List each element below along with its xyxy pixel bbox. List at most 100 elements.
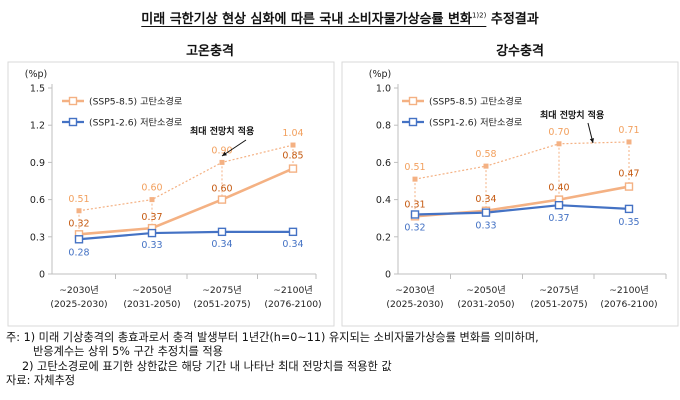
heat-shock-title: 고온충격 bbox=[186, 44, 234, 59]
high-carbon-line bbox=[414, 185, 630, 218]
note-1: 주: 1) 미래 기상충격의 총효과로서 충격 발생부터 1년간(h=0~11)… bbox=[6, 331, 539, 344]
low-carbon-point bbox=[288, 227, 298, 237]
low-carbon-point bbox=[481, 208, 491, 217]
high-carbon-line bbox=[78, 167, 294, 236]
x-tick-label: ~2030년 bbox=[59, 285, 99, 296]
x-tick-label: ~2050년 bbox=[466, 285, 506, 296]
upper-bound-point bbox=[412, 176, 418, 182]
y-tick-label: 0.6 bbox=[376, 158, 391, 169]
x-tick-sublabel: (2051-2075) bbox=[530, 299, 587, 310]
legend-high-label: (SSP5-8.5) 고탄소경로 bbox=[89, 96, 182, 108]
x-tick-label: ~2075년 bbox=[202, 285, 242, 296]
y-tick-label: 1.2 bbox=[30, 121, 45, 132]
x-tick-label: ~2030년 bbox=[395, 285, 435, 296]
data-label: 0.32 bbox=[68, 218, 89, 229]
data-label: 0.33 bbox=[141, 240, 162, 251]
low-carbon-line bbox=[414, 204, 630, 216]
x-tick-sublabel: (2076-2100) bbox=[264, 299, 321, 310]
annotation-arrow-head bbox=[222, 151, 227, 156]
chart-frame bbox=[7, 61, 335, 327]
y-tick-label: 0.9 bbox=[30, 158, 45, 169]
data-label: 0.28 bbox=[68, 247, 89, 258]
x-tick-sublabel: (2025-2030) bbox=[50, 299, 107, 310]
data-label: 0.60 bbox=[141, 183, 162, 194]
data-label: 0.34 bbox=[282, 239, 303, 250]
data-label: 1.04 bbox=[282, 128, 303, 139]
data-label: 0.31 bbox=[404, 199, 425, 210]
y-tick-label: 0 bbox=[39, 270, 45, 281]
data-label: 0.40 bbox=[548, 183, 569, 194]
chart-frame bbox=[341, 61, 679, 327]
upper-bound-point bbox=[626, 139, 632, 145]
legend-high-swatch-marker bbox=[68, 96, 78, 106]
data-label: 0.71 bbox=[618, 125, 639, 136]
data-label: 0.51 bbox=[404, 162, 425, 173]
main-title-footnote-mark: 1)2) bbox=[471, 11, 487, 20]
data-label: 0.60 bbox=[211, 184, 232, 195]
x-tick-label: ~2050년 bbox=[132, 285, 172, 296]
data-label: 0.35 bbox=[618, 217, 639, 228]
legend-low-label: (SSP1-2.6) 저탄소경로 bbox=[89, 117, 182, 129]
x-tick-label: ~2075년 bbox=[539, 285, 579, 296]
legend-high-label: (SSP5-8.5) 고탄소경로 bbox=[429, 96, 522, 108]
y-tick-label: 0.3 bbox=[30, 232, 45, 243]
max-projection-annotation: 최대 전망치 적용 bbox=[540, 109, 604, 121]
high-carbon-point bbox=[288, 164, 298, 173]
y-tick-label: 0.4 bbox=[376, 195, 391, 206]
x-tick-sublabel: (2031-2050) bbox=[457, 299, 514, 310]
y-tick-label: 1.0 bbox=[376, 84, 391, 95]
main-title-suffix: 추정결과 bbox=[490, 12, 539, 27]
data-label: 0.37 bbox=[548, 213, 569, 224]
max-projection-annotation: 최대 전망치 적용 bbox=[190, 125, 254, 137]
low-carbon-point bbox=[624, 204, 634, 214]
data-label: 0.85 bbox=[282, 151, 303, 162]
x-tick-label: ~2100년 bbox=[609, 285, 649, 296]
data-label: 0.37 bbox=[141, 212, 162, 223]
y-axis-label: (%p) bbox=[25, 69, 47, 80]
x-tick-sublabel: (2025-2030) bbox=[386, 299, 443, 310]
legend-low-swatch-marker bbox=[68, 117, 78, 127]
heat-shock-chart: 0 0.3 0.6 0.9 1.2 1.5 (%p) ~2030년 (2025-2030) ~20… bbox=[7, 61, 335, 327]
main-title: 미래 극한기상 현상 심화에 따른 국내 소비자물가상승률 변화1)2) 추정결… bbox=[0, 8, 680, 27]
data-label: 0.90 bbox=[211, 145, 232, 156]
data-label: 0.33 bbox=[475, 221, 496, 232]
y-tick-label: 0.8 bbox=[376, 121, 391, 132]
note-1-cont: 반응계수는 상위 5% 구간 추정치를 적용 bbox=[33, 345, 223, 359]
footnotes: 주: 1) 미래 기상충격의 총효과로서 충격 발생부터 1년간(h=0~11)… bbox=[6, 331, 674, 389]
upper-bound-line bbox=[78, 144, 294, 212]
legend-high-swatch-marker bbox=[408, 96, 418, 106]
low-carbon-point bbox=[147, 228, 157, 238]
x-tick-sublabel: (2031-2050) bbox=[123, 299, 180, 310]
low-carbon-point bbox=[554, 200, 564, 210]
y-axis-label: (%p) bbox=[369, 69, 391, 80]
upper-bound-point bbox=[483, 163, 489, 169]
rain-shock-chart: 0 0.2 0.4 0.6 0.8 1.0 (%p) ~2030년 (2025-2030) ~20… bbox=[341, 61, 679, 327]
main-title-text: 미래 극한기상 현상 심화에 따른 국내 소비자물가상승률 변화 bbox=[141, 12, 472, 27]
data-label: 0.47 bbox=[618, 169, 639, 180]
x-tick-sublabel: (2076-2100) bbox=[600, 299, 657, 310]
low-carbon-point bbox=[74, 235, 84, 244]
upper-bound-point bbox=[556, 141, 562, 147]
data-label: 0.34 bbox=[475, 194, 496, 205]
y-tick-label: 0.6 bbox=[30, 195, 45, 206]
data-label: 0.51 bbox=[68, 194, 89, 205]
upper-bound-line bbox=[414, 141, 630, 180]
annotation-arrow-head bbox=[589, 138, 595, 143]
high-carbon-point bbox=[217, 195, 227, 204]
data-label: 0.58 bbox=[475, 149, 496, 160]
upper-bound-point bbox=[149, 197, 155, 203]
data-label: 0.34 bbox=[211, 239, 232, 250]
low-carbon-line bbox=[78, 230, 293, 241]
rain-shock-title: 강수충격 bbox=[496, 44, 544, 59]
x-tick-label: ~2100년 bbox=[273, 285, 313, 296]
upper-bound-point bbox=[290, 142, 296, 148]
source-note: 자료: 자체추정 bbox=[6, 374, 76, 388]
low-carbon-point bbox=[217, 227, 227, 237]
data-label: 0.32 bbox=[404, 222, 425, 233]
upper-bound-point bbox=[219, 159, 225, 165]
high-carbon-point bbox=[624, 182, 634, 191]
x-tick-sublabel: (2051-2075) bbox=[193, 299, 250, 310]
y-tick-label: 1.5 bbox=[30, 84, 45, 95]
y-tick-label: 0 bbox=[385, 270, 391, 281]
data-label: 0.70 bbox=[548, 127, 569, 138]
